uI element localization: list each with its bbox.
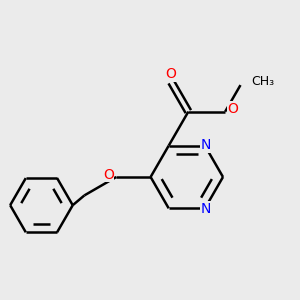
Text: O: O — [228, 102, 238, 116]
Text: O: O — [103, 167, 114, 182]
Text: O: O — [166, 67, 177, 81]
Text: N: N — [200, 138, 211, 152]
Text: CH₃: CH₃ — [251, 75, 274, 88]
Text: N: N — [200, 202, 211, 216]
